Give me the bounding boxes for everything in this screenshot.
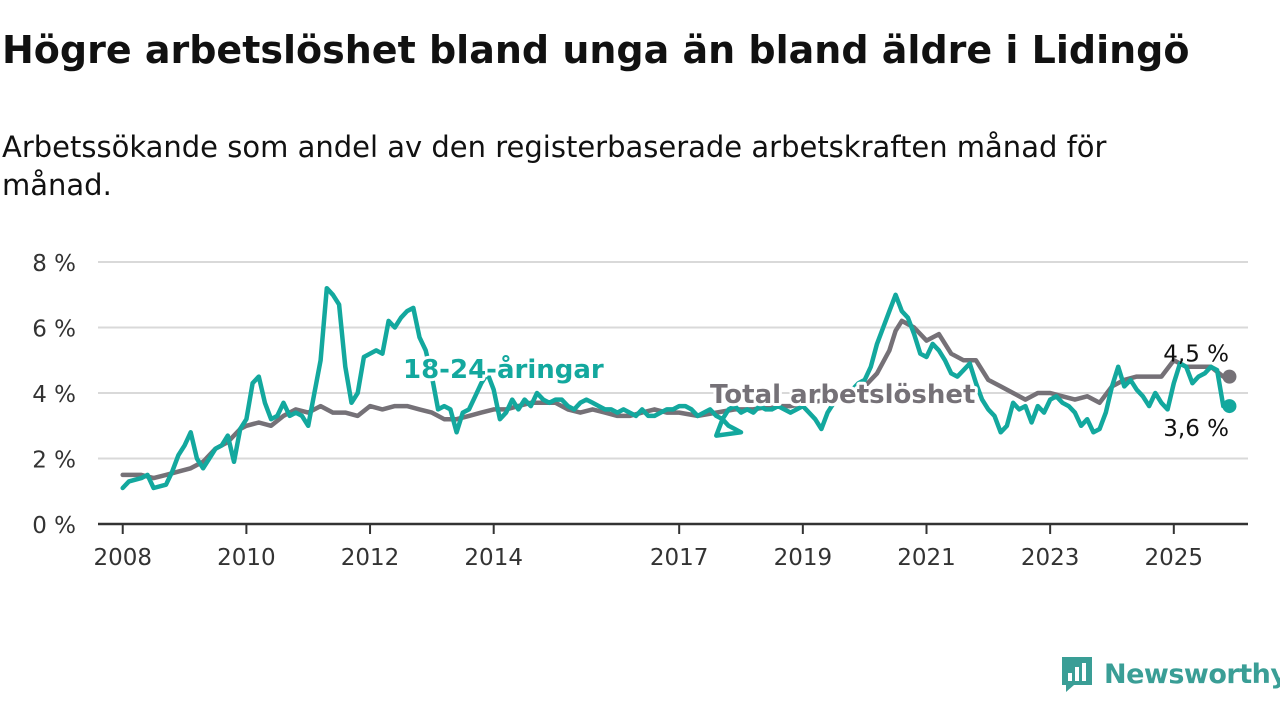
- x-tick-label: 2008: [93, 545, 152, 571]
- series-label-youth-halo: 18-24-åringar: [403, 353, 604, 385]
- x-tick-label: 2025: [1145, 545, 1204, 571]
- series-line-total: [120, 318, 1232, 481]
- x-tick-label: 2014: [464, 545, 523, 571]
- series-label-total: Total arbetslöshet: [710, 380, 975, 410]
- x-tick-label: 2023: [1021, 545, 1080, 571]
- y-tick-label: 4 %: [32, 382, 76, 408]
- x-tick-label: 2021: [897, 545, 956, 571]
- end-point-youth: [1222, 399, 1237, 414]
- end-label-youth: 3,6 %: [1163, 416, 1229, 442]
- x-tick-label: 2019: [774, 545, 833, 571]
- end-label-total: 4,5 %: [1163, 342, 1229, 368]
- series-lines: [120, 285, 1237, 491]
- brand-name: Newsworthy: [1104, 658, 1280, 690]
- x-tick-label: 2017: [650, 545, 709, 571]
- y-tick-label: 6 %: [32, 317, 76, 343]
- y-tick-label: 2 %: [32, 448, 76, 474]
- gridlines: [98, 261, 1248, 460]
- x-tick-label: 2012: [341, 545, 400, 571]
- series-label-total-halo: Total arbetslöshet: [710, 380, 975, 410]
- y-tick-label: 0 %: [32, 513, 76, 539]
- end-point-total: [1222, 369, 1237, 384]
- x-tick-label: 2010: [217, 545, 276, 571]
- newsworthy-brand[interactable]: Newsworthy: [1060, 654, 1280, 694]
- y-axis-tick-labels: 0 % 2 % 4 % 6 % 8 %: [32, 251, 76, 539]
- chart-title: Högre arbetslöshet bland unga än bland ä…: [2, 28, 1190, 72]
- newsworthy-logo-icon: [1062, 657, 1092, 692]
- y-tick-label: 8 %: [32, 251, 76, 277]
- x-axis: 2008 2010 2012 2014 2017 2019 2021 2023 2025: [93, 522, 1248, 571]
- chart-subtitle: Arbetssökande som andel av den registerb…: [2, 130, 1107, 202]
- series-line-youth: [120, 285, 1232, 491]
- series-label-youth: 18-24-åringar: [403, 353, 604, 385]
